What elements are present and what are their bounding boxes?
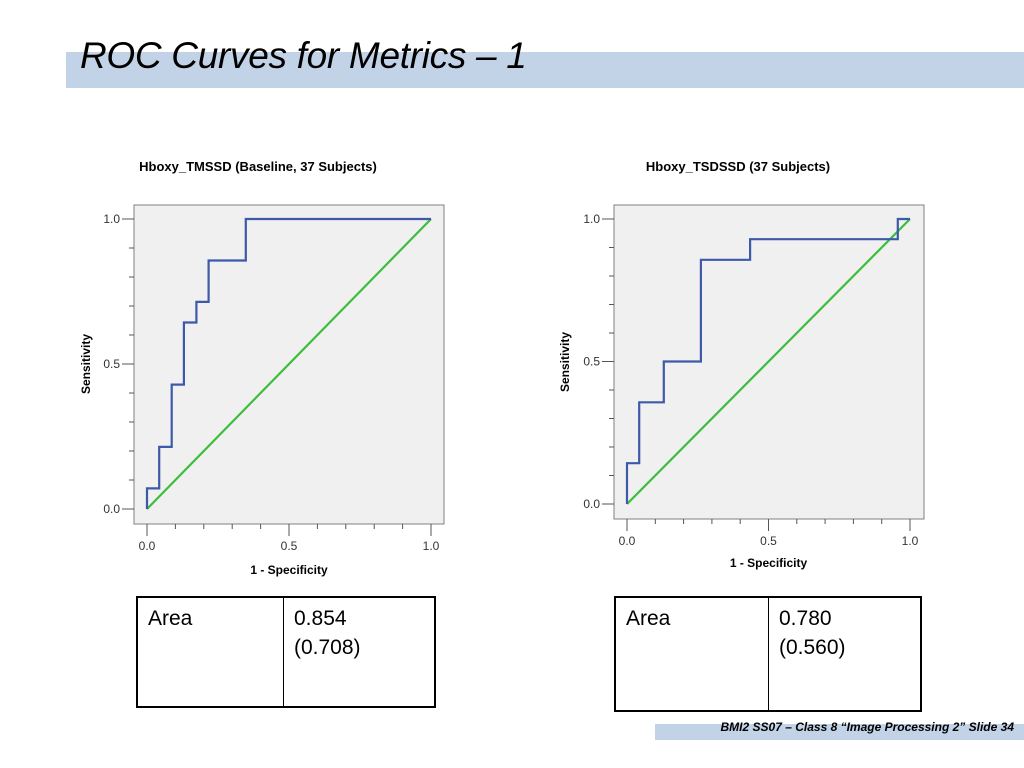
- y-tick-label: 0.0: [583, 497, 600, 511]
- area-label-cell: Area: [136, 596, 284, 708]
- x-tick-label: 1.0: [423, 539, 440, 553]
- y-axis-label: Sensitivity: [558, 332, 572, 392]
- slide-footer: BMI2 SS07 – Class 8 “Image Processing 2”…: [720, 720, 1014, 734]
- x-axis-label: 1 - Specificity: [730, 556, 808, 570]
- area-value-secondary: (0.560): [779, 636, 846, 660]
- area-table-tsdssd: Area 0.780 (0.560): [614, 596, 922, 712]
- y-tick-label: 1.0: [583, 212, 600, 226]
- area-value-cell: 0.780 (0.560): [768, 596, 922, 712]
- x-tick-label: 0.5: [760, 534, 777, 548]
- reference-diagonal-line: [146, 218, 432, 510]
- area-label-cell: Area: [614, 596, 769, 712]
- area-table-tmssd: Area 0.854 (0.708): [136, 596, 436, 708]
- y-tick-label: 0.0: [103, 502, 120, 516]
- x-tick-label: 0.0: [139, 539, 156, 553]
- area-value-secondary: (0.708): [294, 636, 361, 660]
- roc-chart-tmssd: Hboxy_TMSSD (Baseline, 37 Subjects) 0.0 0.…: [79, 159, 445, 577]
- area-value: 0.780: [779, 607, 832, 630]
- y-tick-label: 0.5: [583, 355, 600, 369]
- y-axis-label: Sensitivity: [79, 334, 93, 394]
- x-axis-label: 1 - Specificity: [250, 563, 328, 577]
- roc-curve-line: [625, 217, 910, 504]
- chart-title: Hboxy_TMSSD (Baseline, 37 Subjects): [139, 159, 377, 174]
- x-tick-label: 0.0: [619, 534, 636, 548]
- footer-band: [655, 724, 1024, 740]
- x-tick-label: 0.5: [281, 539, 298, 553]
- y-tick-label: 1.0: [103, 212, 120, 226]
- y-tick-label: 0.5: [103, 357, 120, 371]
- area-value: 0.854: [294, 607, 347, 630]
- area-value-cell: 0.854 (0.708): [283, 596, 436, 708]
- x-tick-label: 1.0: [902, 534, 919, 548]
- title-band: [66, 52, 1024, 88]
- roc-chart-tsdssd: Hboxy_TSDSSD (37 Subjects) 0.0 0.5 1.0 0.0 0.…: [558, 159, 925, 570]
- slide-title: ROC Curves for Metrics – 1: [80, 35, 527, 76]
- roc-curve-line: [145, 217, 431, 509]
- chart-title: Hboxy_TSDSSD (37 Subjects): [646, 159, 830, 174]
- reference-diagonal-line: [626, 218, 911, 505]
